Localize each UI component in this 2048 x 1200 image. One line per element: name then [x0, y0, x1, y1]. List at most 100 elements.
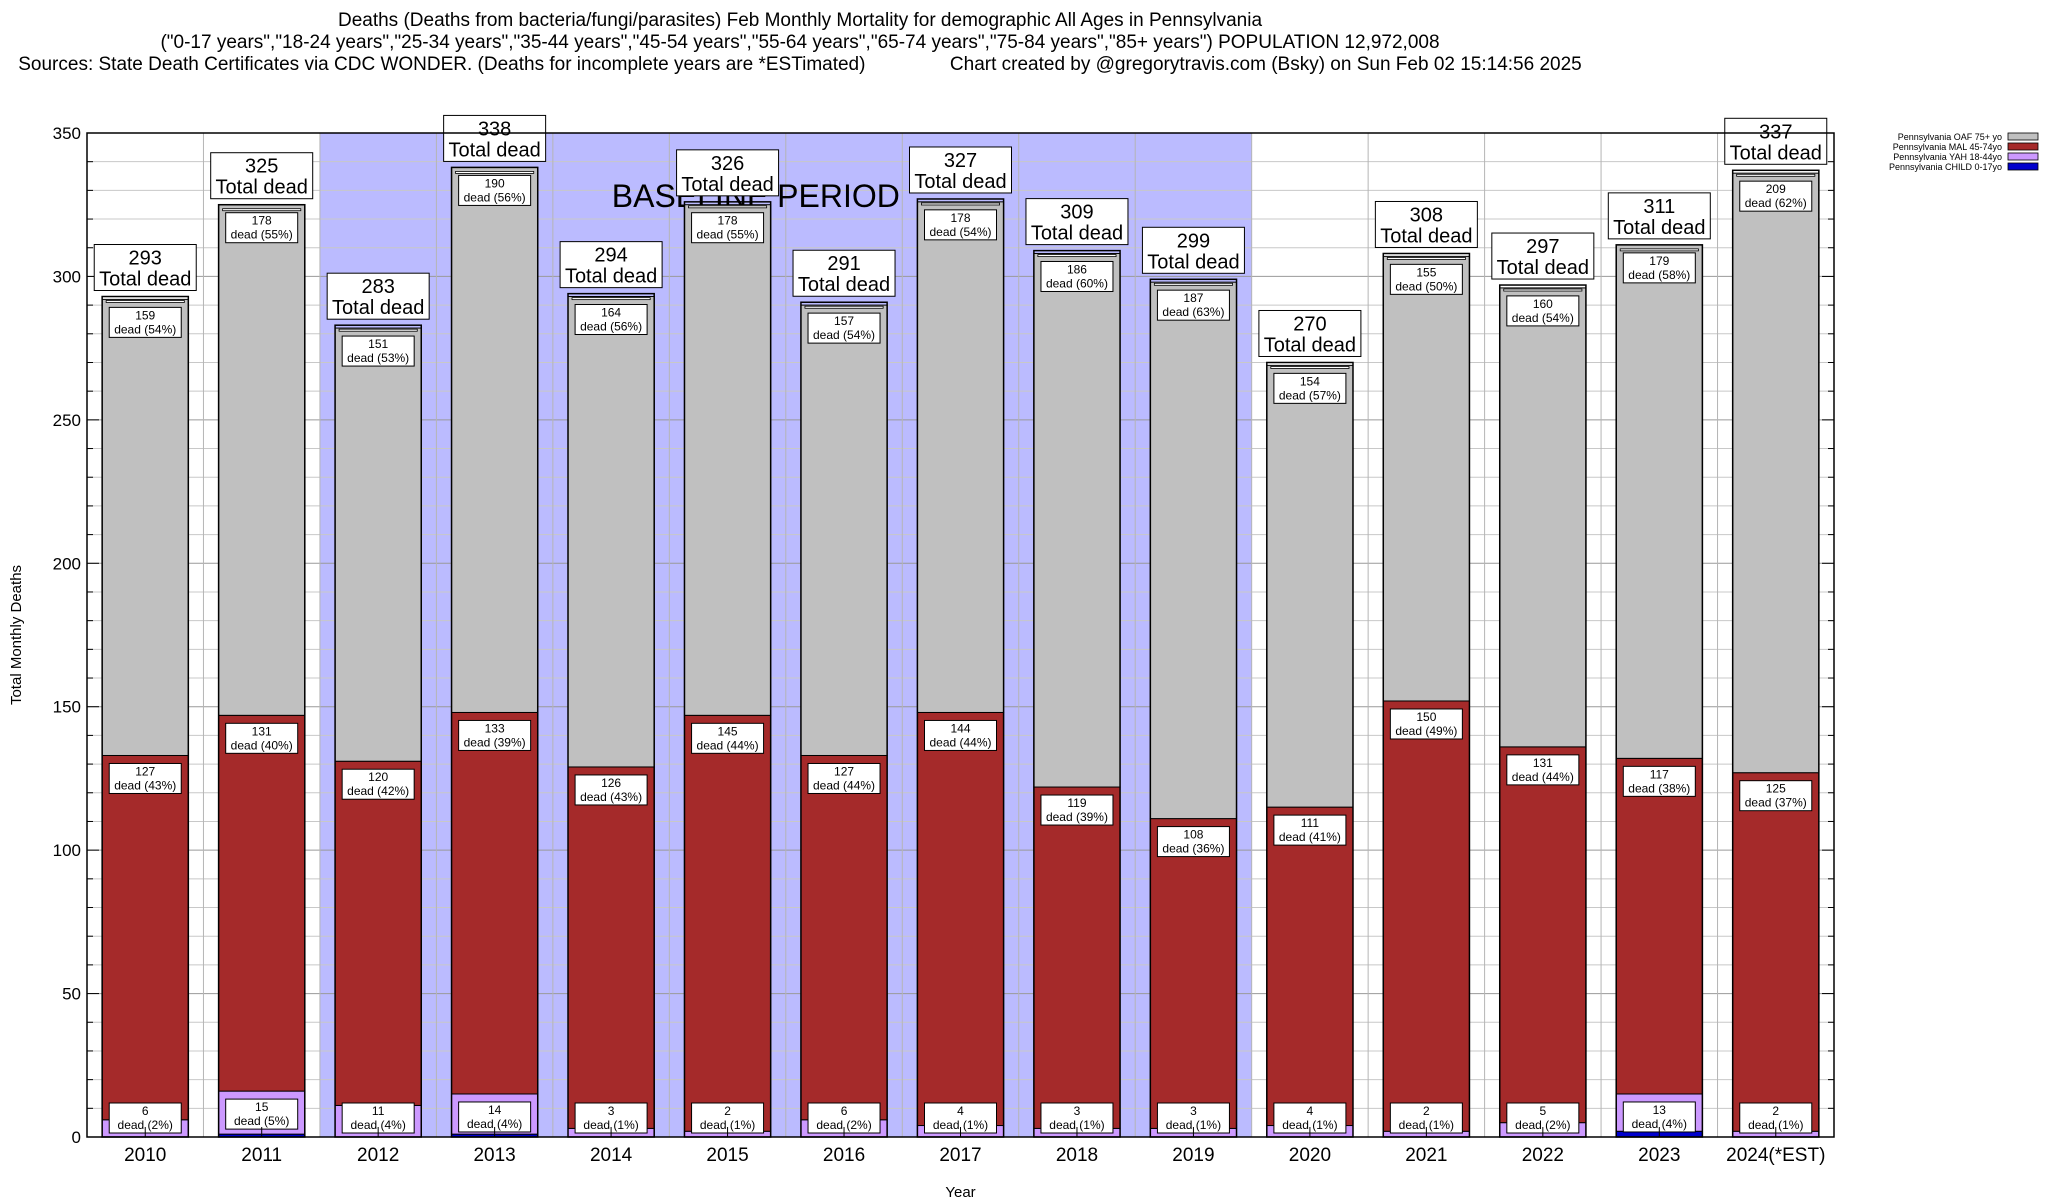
segment-value-label: 111: [1301, 816, 1320, 830]
segment-pct-label: dead (1%): [583, 1118, 638, 1132]
plot-frame: [86, 132, 1835, 1138]
total-label-box: [1141, 226, 1245, 274]
y-tick-label: 100: [53, 841, 81, 860]
bar-segment: [1266, 364, 1354, 808]
bar-segment: [1499, 746, 1587, 1124]
bar-segment: [101, 298, 189, 756]
segment-value-label: 117: [1650, 767, 1669, 781]
bar-top-cap: [1386, 257, 1466, 260]
bar-segment: [1499, 287, 1587, 748]
segment-label-box: [1040, 794, 1114, 826]
segment-pct-label: dead (56%): [464, 190, 526, 204]
total-label-box: [443, 114, 547, 162]
legend-swatch: [2007, 142, 2039, 151]
segment-pct-label: dead (41%): [1279, 830, 1341, 844]
segment-pct-label: dead (40%): [231, 738, 293, 752]
segment-value-label: 4: [1307, 1104, 1314, 1118]
total-suffix-label: Total dead: [216, 177, 308, 199]
segment-value-label: 178: [950, 211, 970, 225]
segment-value-label: 2: [1772, 1104, 1779, 1118]
total-value-label: 338: [478, 118, 511, 140]
bar-segment: [334, 327, 422, 762]
total-suffix-label: Total dead: [99, 269, 191, 291]
segment-pct-label: dead (54%): [813, 328, 875, 342]
segment-value-label: 15: [255, 1100, 269, 1114]
x-tick-label: 2015: [706, 1145, 748, 1166]
segment-label-box: [1506, 295, 1580, 327]
segment-label-box: [924, 209, 997, 241]
segment-label-box: [458, 174, 532, 206]
segment-pct-label: dead (50%): [1395, 279, 1457, 293]
segment-pct-label: dead (1%): [1049, 1118, 1104, 1132]
bar-segment: [800, 304, 888, 756]
segment-value-label: 157: [834, 314, 854, 328]
legend-swatch: [2007, 152, 2039, 161]
segment-value-label: 164: [601, 306, 621, 320]
segment-pct-label: dead (38%): [1628, 781, 1690, 795]
segment-pct-label: dead (62%): [1745, 196, 1807, 210]
bar-top-cap: [222, 208, 302, 212]
total-suffix-label: Total dead: [1147, 251, 1239, 273]
x-tick-label: 2012: [357, 1145, 399, 1166]
segment-pct-label: dead (4%): [350, 1118, 405, 1132]
segment-pct-label: dead (57%): [1279, 388, 1341, 402]
segment-label-box: [691, 722, 765, 754]
bar-segment: [916, 201, 1005, 713]
segment-label-box: [691, 212, 765, 244]
segment-pct-label: dead (44%): [929, 735, 991, 749]
segment-pct-label: dead (4%): [1632, 1117, 1687, 1131]
segment-pct-label: dead (2%): [816, 1118, 871, 1132]
total-label-box: [1025, 198, 1129, 246]
x-tick-label: 2022: [1522, 1145, 1564, 1166]
x-axis-label: Year: [945, 1184, 975, 1200]
segment-label-box: [458, 719, 532, 751]
bar-segment: [101, 754, 189, 1121]
total-suffix-label: Total dead: [1497, 257, 1589, 279]
segment-value-label: 160: [1533, 297, 1553, 311]
segment-pct-label: dead (1%): [1748, 1118, 1803, 1132]
segment-value-label: 14: [488, 1103, 502, 1117]
bar-segment: [1149, 818, 1238, 1129]
segment-pct-label: dead (43%): [114, 778, 176, 792]
segment-label-box: [807, 762, 881, 794]
y-axis-label: Total Monthly Deaths: [8, 565, 25, 705]
y-tick-label: 250: [53, 411, 81, 430]
bar-segment: [1615, 757, 1703, 1095]
segment-value-label: 150: [1416, 710, 1436, 724]
bar-segment: [451, 166, 539, 713]
segment-pct-label: dead (56%): [580, 320, 642, 334]
segment-value-label: 3: [1190, 1104, 1197, 1118]
segment-pct-label: dead (44%): [813, 778, 875, 792]
segment-label-box: [807, 312, 881, 344]
bar-top-cap: [1503, 288, 1583, 292]
bar-top-cap: [1153, 282, 1233, 286]
segment-pct-label: dead (1%): [1166, 1118, 1221, 1132]
bar-top-cap: [571, 297, 651, 301]
bar-segment: [1149, 281, 1238, 820]
segment-label-box: [1622, 1101, 1696, 1133]
segment-pct-label: dead (49%): [1395, 724, 1457, 738]
legend-entry-label: Pennsylvania OAF 75+ yo: [1898, 132, 2002, 142]
total-suffix-label: Total dead: [565, 266, 657, 288]
bar-top-cap: [105, 300, 185, 303]
segment-value-label: 131: [252, 724, 272, 738]
segment-value-label: 178: [252, 214, 272, 228]
segment-value-label: 125: [1766, 782, 1786, 796]
y-tick-label: 200: [53, 554, 81, 573]
segment-pct-label: dead (1%): [1282, 1118, 1337, 1132]
segment-value-label: 3: [1074, 1104, 1081, 1118]
bar-segment: [218, 714, 306, 1092]
total-value-label: 291: [827, 253, 860, 275]
segment-label-box: [1156, 289, 1230, 321]
x-tick-label: 2023: [1638, 1145, 1680, 1166]
segment-label-box: [341, 768, 415, 800]
bar-segment: [1382, 255, 1470, 702]
